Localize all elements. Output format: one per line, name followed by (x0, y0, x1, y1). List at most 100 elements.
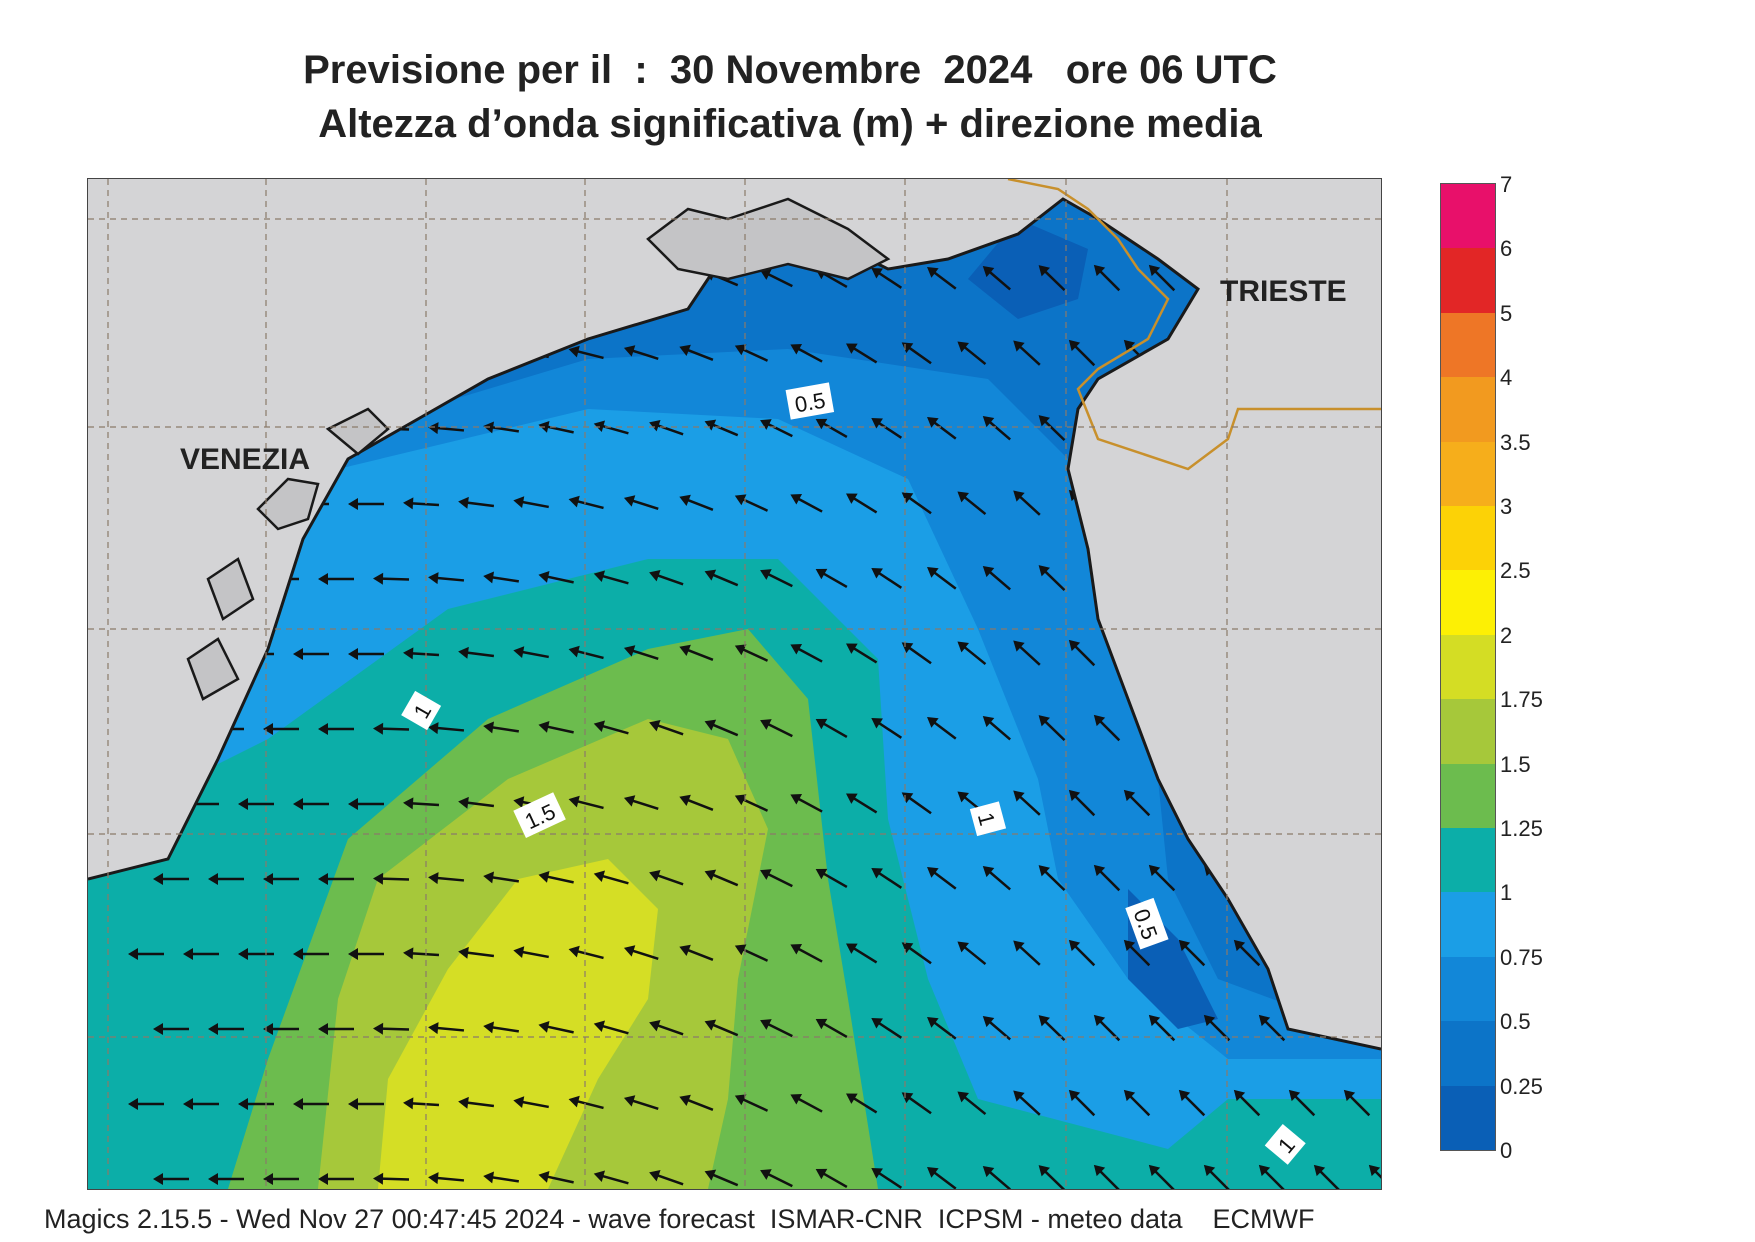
wave-arrow (1313, 714, 1341, 742)
wave-arrow (1233, 939, 1261, 967)
wave-arrow (679, 494, 714, 511)
wave-arrow (348, 648, 384, 660)
wave-arrow (760, 869, 793, 888)
wave-arrow (1123, 939, 1151, 967)
wave-arrow (128, 348, 164, 360)
wave-arrow (623, 945, 659, 961)
wave-arrow (483, 271, 520, 284)
wave-arrow (238, 348, 274, 360)
wave-arrow (428, 1022, 465, 1035)
wave-arrow (1288, 939, 1316, 967)
wave-arrow (957, 491, 987, 516)
wave-arrow (483, 871, 520, 884)
wave-arrow (1288, 489, 1316, 517)
wave-arrow (538, 1171, 574, 1184)
legend-tick-label: 2.5 (1500, 558, 1531, 584)
wave-arrow (846, 793, 878, 814)
wave-arrow (1093, 264, 1121, 292)
wave-arrow (403, 497, 440, 510)
wave-arrow (957, 341, 987, 366)
wave-arrow (704, 1169, 739, 1187)
wave-arrow (1288, 1089, 1316, 1117)
lagoon-islands (186, 407, 390, 701)
contour-label-1-south: 1 (1264, 1123, 1306, 1165)
wave-arrow (1288, 789, 1316, 817)
wave-arrow (568, 795, 604, 810)
wave-arrow (734, 944, 769, 962)
wave-arrow (1013, 790, 1041, 816)
wave-arrow (1068, 789, 1096, 817)
legend-tick-label: 0.25 (1500, 1073, 1543, 1099)
wave-arrow (318, 273, 354, 285)
legend-tick-label: 0.75 (1500, 944, 1543, 970)
legend-tick-label: 3.5 (1500, 429, 1531, 455)
legend-tick-label: 1 (1500, 880, 1513, 906)
wave-arrow (734, 494, 769, 512)
place-venezia: VENEZIA (180, 443, 310, 476)
legend-tick-label: 0 (1500, 1138, 1513, 1163)
wave-arrow (373, 1172, 410, 1185)
wave-arrow (704, 569, 739, 587)
wave-arrow (815, 418, 848, 439)
wave-arrow (982, 1016, 1011, 1041)
wave-arrow (238, 948, 274, 960)
wave-arrow (128, 948, 164, 960)
wave-arrow (293, 348, 329, 360)
wave-arrow (901, 492, 932, 515)
wave-arrow (568, 345, 604, 360)
legend-band (1441, 634, 1495, 700)
wave-arrow (1203, 564, 1231, 592)
wave-arrow (1233, 789, 1261, 817)
wave-arrow (871, 267, 903, 289)
wave-arrow (568, 645, 604, 660)
map-title: Previsione per il : 30 Novembre 2024 ore… (303, 48, 1277, 92)
wave-arrow (623, 345, 659, 361)
contour-label-0.5-north: 0.5 (785, 382, 835, 420)
wave-arrow (403, 647, 440, 660)
footer-credits: Magics 2.15.5 - Wed Nov 27 00:47:45 2024… (44, 1204, 1315, 1234)
wave-arrow (1343, 789, 1371, 817)
wave-arrow (593, 270, 629, 285)
wave-arrow (1178, 789, 1206, 817)
wave-arrow (790, 643, 823, 663)
wave-arrow (815, 1018, 848, 1039)
wave-arrow (1178, 639, 1206, 667)
wave-arrow (428, 1172, 465, 1185)
wave-arrow (458, 496, 495, 509)
wave-arrow (1258, 1164, 1286, 1189)
national-border (1007, 179, 1381, 471)
wave-arrow (593, 1170, 629, 1185)
wave-arrow (982, 566, 1011, 591)
wave-arrow (1258, 564, 1286, 592)
wave-arrow (1368, 264, 1381, 292)
legend-band (1441, 956, 1495, 1022)
wave-arrow (1068, 939, 1096, 967)
legend-tick-label: 4 (1500, 365, 1513, 391)
coastline (88, 197, 1381, 1051)
wave-arrow (790, 343, 823, 363)
wave-arrow (128, 1098, 164, 1110)
wave-arrow (373, 722, 410, 735)
legend-tick-label: 7 (1500, 172, 1513, 197)
wave-arrow (1068, 339, 1096, 367)
wave-arrow (1343, 339, 1371, 367)
wave-arrow (871, 567, 903, 589)
wave-arrow (238, 1098, 274, 1110)
wave-arrow (1123, 489, 1151, 517)
legend-band (1441, 1085, 1495, 1151)
legend-tick-label: 1.25 (1500, 816, 1543, 841)
wave-arrow (1368, 714, 1381, 742)
wave-arrow (927, 266, 957, 290)
wave-arrow (982, 416, 1011, 441)
wave-arrow (428, 722, 465, 735)
wave-arrow (1203, 1164, 1231, 1189)
wave-arrow (1368, 864, 1381, 892)
wave-arrow (483, 1021, 520, 1034)
wave-arrow (1288, 339, 1316, 367)
wave-arrow (1313, 1164, 1341, 1189)
wave-arrow (183, 348, 219, 360)
wave-arrow (1093, 864, 1121, 892)
wave-arrow (208, 1173, 244, 1185)
wave-arrow (1038, 565, 1066, 592)
band-1.75-2 (378, 859, 658, 1189)
